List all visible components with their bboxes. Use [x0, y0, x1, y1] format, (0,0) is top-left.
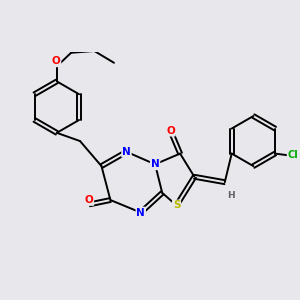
Text: Cl: Cl	[287, 150, 298, 161]
Text: N: N	[136, 208, 145, 218]
Text: O: O	[52, 56, 60, 66]
Text: O: O	[85, 195, 93, 205]
Text: N: N	[122, 147, 131, 157]
Text: H: H	[227, 191, 235, 200]
Text: N: N	[151, 159, 160, 169]
Text: O: O	[166, 126, 175, 136]
Text: S: S	[173, 200, 180, 210]
